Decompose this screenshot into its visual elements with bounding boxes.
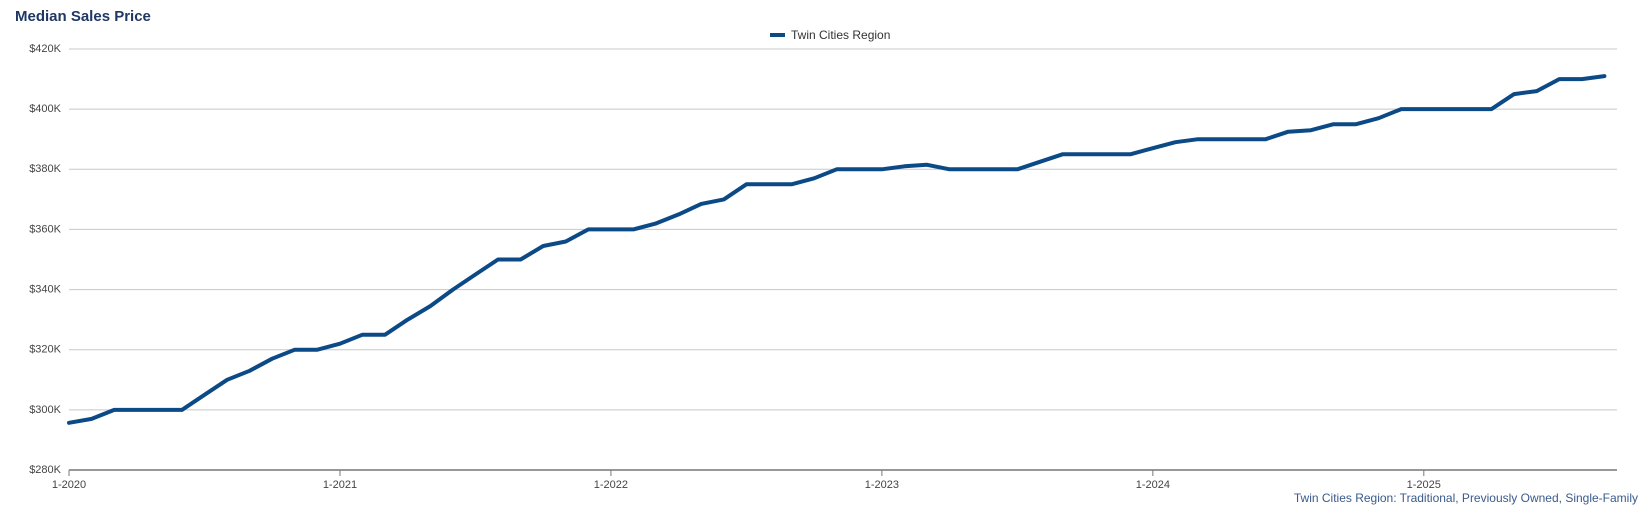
y-tick-label: $320K xyxy=(29,344,61,356)
x-tick-label: 1-2022 xyxy=(594,479,628,491)
x-tick-label: 1-2023 xyxy=(865,479,899,491)
y-tick-label: $400K xyxy=(29,103,61,115)
y-tick-label: $300K xyxy=(29,404,61,416)
chart-title: Median Sales Price xyxy=(15,8,151,25)
x-tick-label: 1-2021 xyxy=(323,479,357,491)
y-tick-label: $380K xyxy=(29,163,61,175)
y-tick-label: $280K xyxy=(29,464,61,476)
chart-note: Twin Cities Region: Traditional, Previou… xyxy=(1294,491,1638,505)
y-tick-label: $360K xyxy=(29,223,61,235)
legend-label: Twin Cities Region xyxy=(791,28,890,42)
x-tick-label: 1-2024 xyxy=(1136,479,1170,491)
series-line xyxy=(67,74,1607,425)
x-tick-label: 1-2020 xyxy=(52,479,86,491)
y-tick-label: $420K xyxy=(29,43,61,55)
y-tick-label: $340K xyxy=(29,283,61,295)
x-tick-label: 1-2025 xyxy=(1407,479,1441,491)
